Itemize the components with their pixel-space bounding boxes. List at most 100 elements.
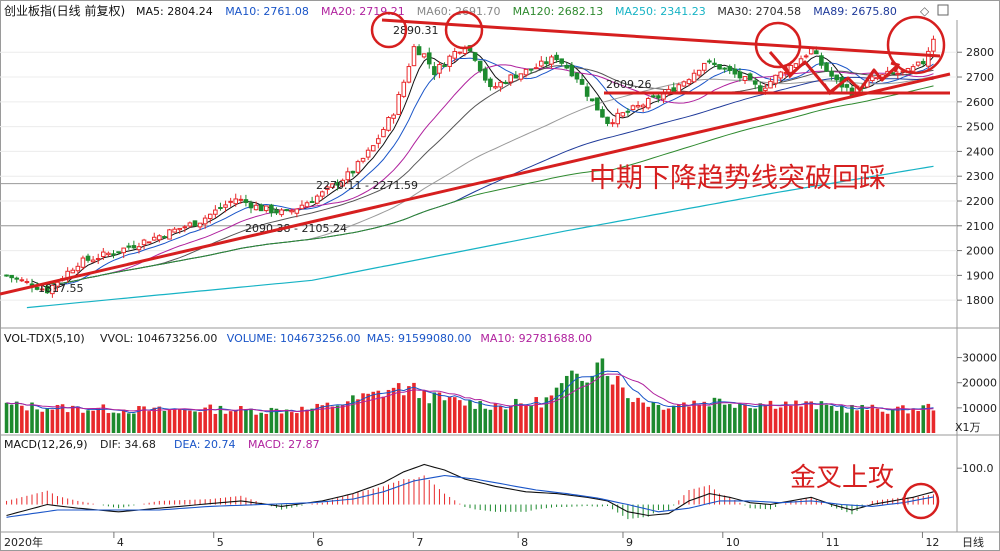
volume-bar [259,412,263,433]
candle-body [75,265,81,272]
candle-body [758,85,763,93]
volume-bar [514,398,518,433]
volume-bar [35,409,39,433]
candle-body [223,204,228,208]
candle-body [549,56,554,65]
candle-body [707,60,712,63]
volume-bar [356,399,360,433]
candle-body [615,112,620,125]
volume-bar [656,404,661,433]
volume-bar [279,413,284,433]
candle-body [50,284,55,295]
price-tick-label: 2000 [966,245,994,258]
volume-bar [137,406,141,433]
candle-body [686,79,692,85]
volume-legend-item: MA5: 91599080.00 [367,332,472,345]
ma250-line [26,165,934,309]
candle-body [131,245,137,249]
volume-bar [274,408,279,433]
candle-body [248,202,254,209]
volume-bar [906,413,910,433]
volume-bar [335,405,340,433]
candle-body [803,55,809,58]
volume-bar [804,401,808,433]
golden-cross-circle [902,482,940,520]
volume-bar [198,412,202,433]
candle-body [34,286,40,290]
window-buttons[interactable]: ◇ [920,4,949,18]
candle-body [238,198,244,201]
candle-body [386,117,391,131]
volume-bar [396,383,401,433]
candle-body [192,220,198,227]
candle-body [314,195,320,204]
candle-body [920,60,926,65]
candle-body [111,253,116,256]
volume-bar [727,404,732,433]
candle-body [335,182,340,186]
candle-body [304,202,310,208]
volume-bar [106,413,111,433]
candle-body [146,241,152,244]
candle-body [437,64,442,74]
month-label: 6 [317,536,324,549]
volume-bar [824,404,829,433]
candle-body [808,48,814,55]
volume-bar [549,395,554,433]
volume-bar [162,411,167,433]
candle-body [269,204,274,214]
volume-bar [351,395,355,433]
candle-body [910,66,916,72]
candle-body [533,67,539,70]
candle-body [844,84,850,88]
volume-bar [320,405,325,433]
ma10-line [47,57,934,285]
volume-bar [269,407,274,433]
year-label: 2020年 [4,535,43,549]
volume-bar [559,383,564,433]
candle-body [24,281,30,284]
volume-bar [300,406,304,433]
candle-body [539,60,544,67]
candle-body [294,208,300,214]
volume-bar [778,407,783,433]
ma120-line [47,85,934,285]
volume-bar [885,413,890,433]
period-label[interactable]: 日线 [962,535,984,549]
volume-bar [850,404,854,433]
volume-bar [177,409,182,433]
volume-bar [76,406,80,433]
volume-tick-label: 20000 [962,377,997,390]
price-tick-label: 1900 [966,269,994,282]
volume-bar [468,400,472,433]
month-label: 12 [925,536,939,549]
candle-body [289,210,295,213]
candle-body [213,209,218,215]
volume-tick-label: 30000 [962,352,997,365]
candle-body [376,138,381,144]
candle-body [243,199,249,203]
volume-bar [677,404,681,433]
volume-bar [20,405,24,433]
macd-title: MACD(12,26,9) [4,438,88,451]
volume-bar [733,407,737,433]
volume-bar [615,375,620,433]
candle-body [258,204,264,212]
candle-body [513,74,519,79]
volume-bars [4,358,936,433]
candle-body [101,251,106,258]
candle-body [365,149,371,158]
candle-body [793,63,799,69]
candle-body [45,285,50,294]
maximize-icon[interactable] [937,4,949,16]
volume-bar [834,410,839,433]
ma-legend-item: MA60: 2691.70 [417,5,501,18]
diamond-icon[interactable]: ◇ [920,4,930,18]
candle-body [610,122,615,125]
volume-bar [687,406,691,433]
volume-bar [722,404,727,433]
volume-legend-items: VVOL: 104673256.00 VOLUME: 104673256.00 MA… [100,332,592,345]
volume-bar [890,409,895,433]
volume-bar [916,411,920,433]
